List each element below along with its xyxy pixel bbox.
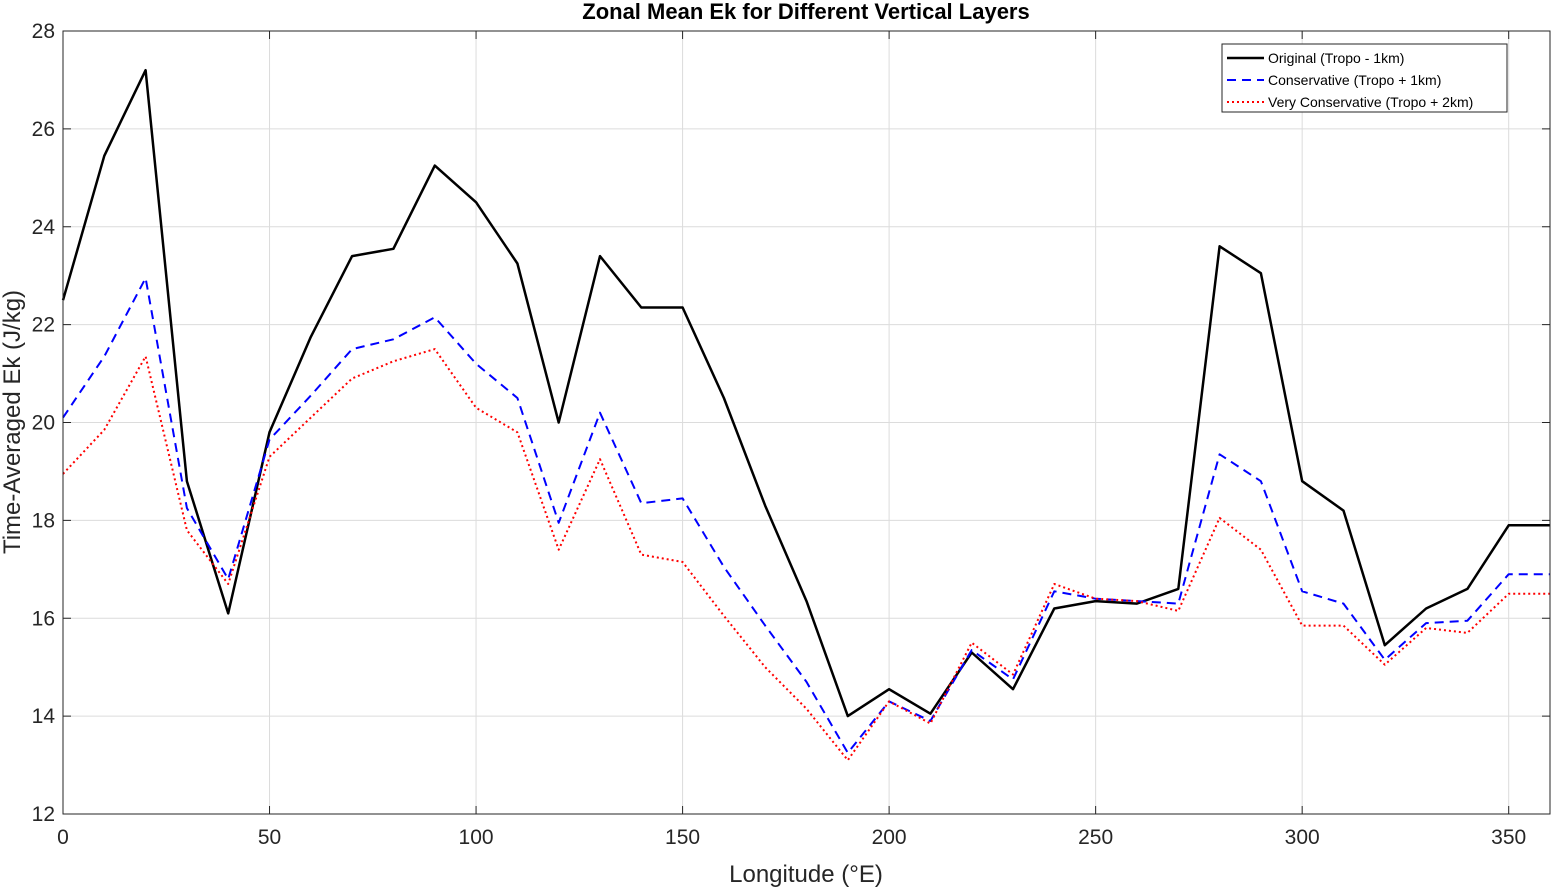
x-tick-label: 0 [57,826,69,849]
y-tick-label: 12 [32,803,55,826]
legend-entry-label: Conservative (Tropo + 1km) [1268,72,1441,88]
x-tick-label: 150 [665,826,700,849]
series-line-dotted [62,348,1550,762]
grid [63,31,1550,814]
y-tick-label: 24 [32,216,56,239]
x-tick-label: 300 [1285,826,1320,849]
y-tick-label: 22 [32,314,55,337]
y-tick-label: 18 [32,509,55,532]
chart-title: Zonal Mean Ek for Different Vertical Lay… [582,0,1029,24]
series-line-dashed [62,277,1550,754]
x-tick-label: 100 [459,826,494,849]
legend: Original (Tropo - 1km) Conservative (Trop… [1221,43,1508,113]
legend-entry-label: Very Conservative (Tropo + 2km) [1268,94,1473,110]
x-tick-label: 200 [872,826,907,849]
y-tick-label: 20 [32,412,55,435]
x-tick-label: 250 [1078,826,1113,849]
ticks: 0 50 100 150 200 250 300 350 12 14 16 18 20 22 24 26 28 [32,20,1550,849]
x-tick-label: 50 [258,826,281,849]
series-line-solid [61,68,1550,718]
y-tick-label: 16 [32,607,55,630]
x-axis-label: Longitude (°E) [729,861,883,888]
series-layer [61,68,1550,762]
x-tick-label: 350 [1491,826,1526,849]
y-tick-label: 14 [32,705,56,728]
legend-entry-label: Original (Tropo - 1km) [1268,50,1404,66]
y-tick-label: 26 [32,118,55,141]
y-tick-label: 28 [32,20,55,43]
y-axis-label: Time-Averaged Ek (J/kg) [0,290,26,554]
legend-box [1221,43,1508,113]
